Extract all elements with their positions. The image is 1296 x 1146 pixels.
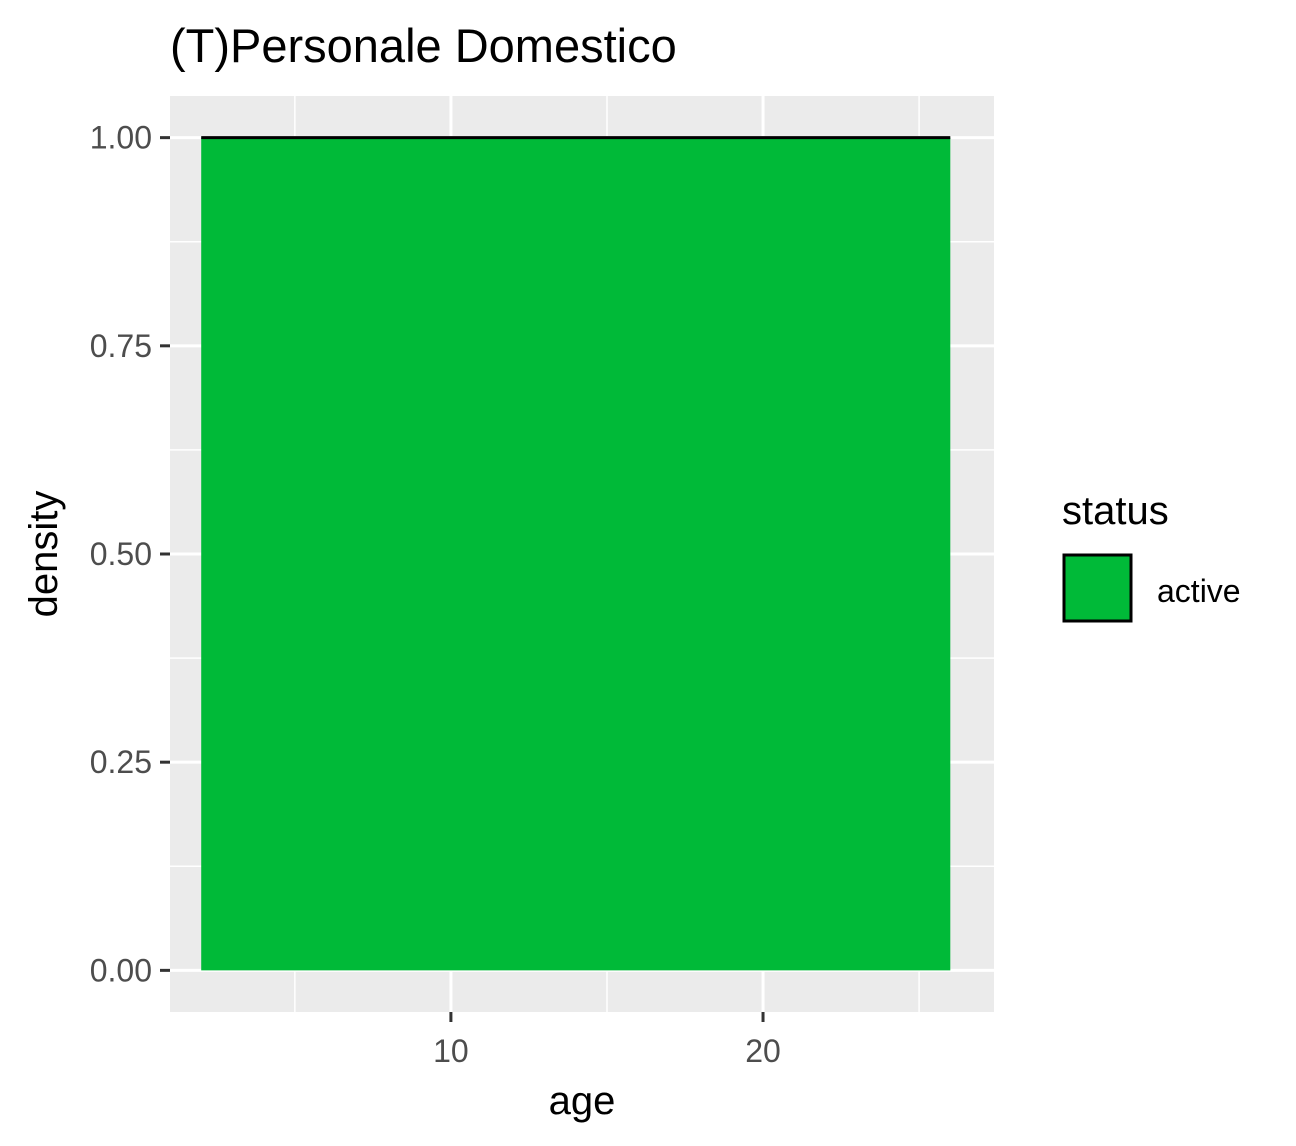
chart-title: (T)Personale Domestico xyxy=(170,19,677,72)
legend-title: status xyxy=(1062,489,1169,533)
y-tick-label: 0.75 xyxy=(90,328,152,364)
x-axis-title: age xyxy=(549,1079,616,1123)
x-tick-label: 10 xyxy=(433,1033,469,1069)
series-layer xyxy=(201,136,951,971)
density-area-active xyxy=(201,137,951,971)
y-axis: 0.00 0.25 0.50 0.75 1.00 xyxy=(90,120,170,988)
y-axis-title: density xyxy=(22,491,66,618)
y-tick-label: 0.25 xyxy=(90,744,152,780)
x-tick-label: 20 xyxy=(745,1033,781,1069)
y-tick-label: 0.00 xyxy=(90,952,152,988)
legend: status active xyxy=(1062,489,1241,623)
legend-label-active: active xyxy=(1157,573,1241,609)
y-tick-label: 1.00 xyxy=(90,120,152,156)
x-axis: 10 20 xyxy=(433,1012,781,1069)
y-tick-label: 0.50 xyxy=(90,536,152,572)
legend-key-active xyxy=(1062,553,1133,623)
